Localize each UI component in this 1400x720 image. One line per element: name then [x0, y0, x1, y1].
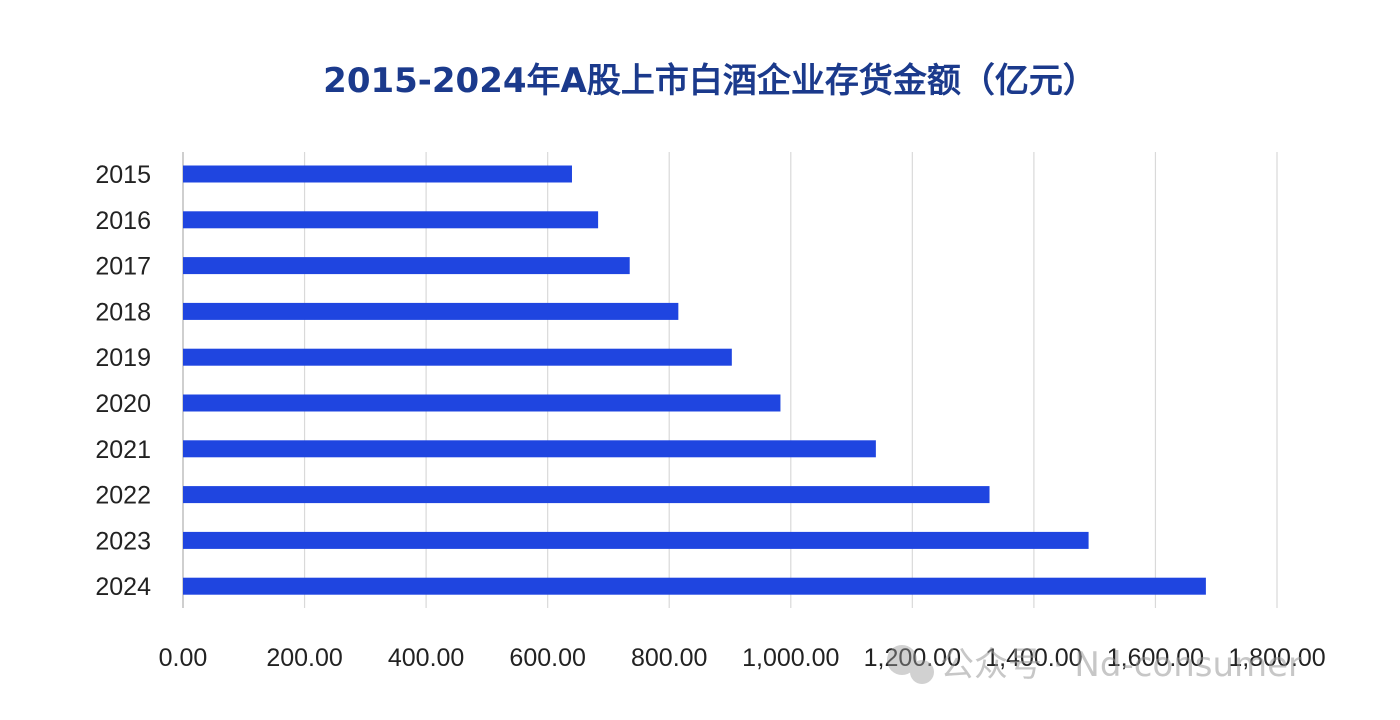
watermark-text: 公众号 · Nd-consumer: [940, 645, 1302, 685]
bar-2023: [183, 531, 1089, 549]
y-tick-label: 2024: [95, 573, 151, 601]
bar-2021: [183, 440, 876, 458]
y-tick-label: 2016: [95, 207, 151, 235]
y-tick-label: 2021: [95, 436, 151, 464]
bar-2016: [183, 211, 599, 229]
y-tick-label: 2022: [95, 482, 151, 510]
x-tick-label: 200.00: [266, 644, 342, 672]
chart-title: 2015-2024年A股上市白酒企业存货金额（亿元）: [323, 61, 1097, 101]
bar-2017: [183, 257, 630, 275]
x-tick-label: 600.00: [509, 644, 585, 672]
bar-2020: [183, 394, 781, 412]
y-tick-label: 2015: [95, 161, 151, 189]
bar-2024: [183, 577, 1206, 595]
x-tick-label: 1,800.00: [1228, 644, 1325, 672]
bars: [183, 165, 1206, 595]
y-tick-label: 2017: [95, 253, 151, 281]
watermark: 公众号 · Nd-consumer: [887, 645, 1302, 685]
x-tick-label: 1,400.00: [985, 644, 1082, 672]
bar-2019: [183, 348, 732, 366]
wechat-icon: [887, 645, 934, 684]
x-tick-label: 1,200.00: [864, 644, 961, 672]
y-tick-labels: 2015 2016 2017 2018 2019 2020 2021 2022 2023 2024: [95, 161, 151, 601]
x-tick-label: 400.00: [388, 644, 464, 672]
x-tick-label: 0.00: [159, 644, 208, 672]
y-tick-label: 2020: [95, 390, 151, 418]
bar-2015: [183, 165, 572, 183]
x-tick-labels: 0.00 200.00 400.00 600.00 800.00 1,000.00 1,20…: [159, 644, 1326, 672]
bar-2022: [183, 486, 990, 504]
y-tick-label: 2019: [95, 344, 151, 372]
y-tick-label: 2023: [95, 527, 151, 555]
bar-2018: [183, 302, 679, 320]
x-tick-label: 800.00: [631, 644, 707, 672]
x-tick-label: 1,000.00: [742, 644, 839, 672]
x-tick-label: 1,600.00: [1107, 644, 1204, 672]
y-tick-label: 2018: [95, 298, 151, 326]
